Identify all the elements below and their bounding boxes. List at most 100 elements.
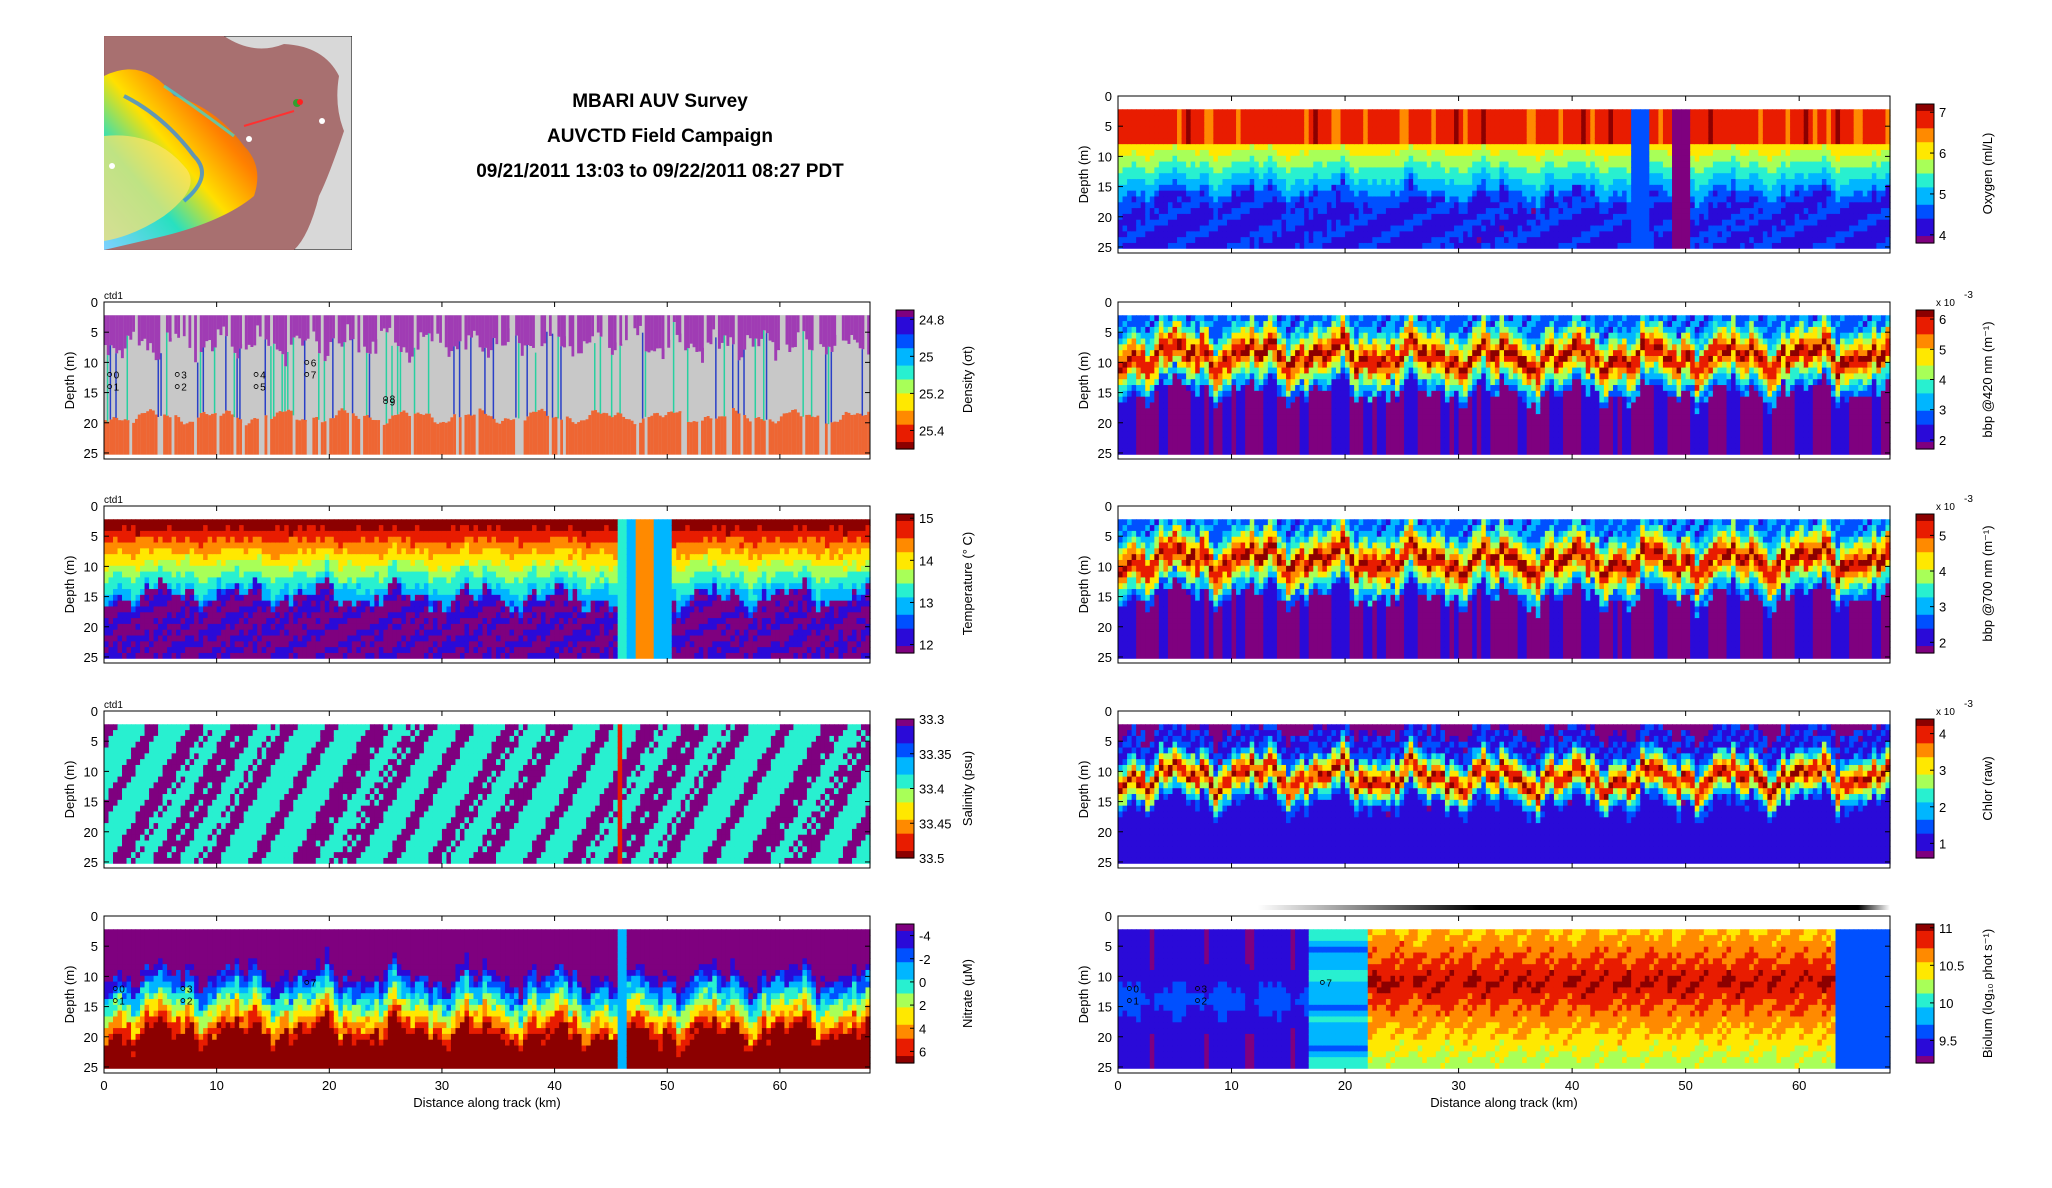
- temperature-cell: [365, 600, 371, 608]
- temperature-cell: [351, 583, 357, 590]
- temperature-cell: [775, 589, 781, 596]
- temperature-cell: [284, 583, 290, 590]
- temperature-cell: [248, 589, 254, 596]
- temperature-cell: [572, 652, 578, 660]
- temperature-cell: [595, 594, 601, 602]
- temperature-cell: [212, 571, 218, 578]
- density-cell: [672, 315, 676, 323]
- temperature-cell: [455, 565, 461, 573]
- temperature-cell: [505, 589, 511, 596]
- temperature-cell: [360, 652, 366, 660]
- temperature-cell: [189, 629, 195, 637]
- temperature-cell: [712, 647, 718, 654]
- temperature-cell: [414, 536, 421, 544]
- density-cell: [816, 315, 820, 355]
- density-cell: [684, 315, 688, 351]
- temperature-cell: [270, 571, 276, 578]
- temperature-cell: [428, 635, 434, 642]
- density-cell: [301, 419, 305, 455]
- density-cell: [802, 416, 806, 455]
- temperature-cell: [676, 647, 682, 654]
- temperature-cell: [716, 559, 722, 567]
- temperature-cell: [662, 577, 668, 584]
- temperature-cell: [288, 629, 294, 637]
- temperature-cell: [703, 571, 709, 578]
- temperature-cell: [770, 554, 776, 561]
- temperature-cell: [856, 606, 862, 613]
- temperature-cell: [505, 559, 511, 567]
- density-cell: [208, 315, 212, 341]
- density-cell: [830, 351, 833, 423]
- density-cell: [351, 315, 355, 340]
- temperature-cell: [194, 623, 200, 631]
- density-cell: [495, 315, 499, 345]
- density-cell: [509, 420, 513, 455]
- density-cell: [762, 420, 766, 455]
- temperature-cell: [815, 589, 822, 596]
- temperature-cell: [135, 594, 141, 602]
- temperature-cell: [194, 565, 200, 573]
- colorbar-cell: [896, 621, 914, 626]
- temperature-cell: [698, 589, 704, 596]
- temperature-cell: [644, 525, 650, 532]
- temperature-cell: [748, 548, 754, 555]
- temperature-cell: [176, 583, 182, 590]
- density-cell: [675, 412, 679, 455]
- temperature-cell: [351, 565, 357, 573]
- temperature-cell: [473, 536, 479, 544]
- temperature-cell: [311, 542, 317, 549]
- temperature-cell: [631, 647, 637, 654]
- temperature-cell: [248, 554, 254, 561]
- temperature-cell: [703, 577, 709, 584]
- temperature-cell: [459, 589, 466, 596]
- density-cell: [441, 315, 445, 346]
- temperature-cell: [838, 589, 844, 596]
- temperature-cell: [149, 618, 155, 625]
- temperature-cell: [392, 554, 398, 561]
- temperature-cell: [572, 589, 578, 596]
- temperature-cell: [739, 623, 745, 631]
- temperature-cell: [554, 525, 560, 532]
- temperature-cell: [559, 548, 565, 555]
- density-cell: [540, 408, 544, 455]
- temperature-cell: [194, 589, 200, 596]
- temperature-cell: [590, 647, 596, 654]
- temperature-cell: [829, 542, 835, 549]
- temperature-cell: [468, 536, 475, 544]
- temperature-cell: [315, 565, 321, 573]
- temperature-cell: [851, 583, 858, 590]
- temperature-cell: [221, 565, 227, 573]
- density-cell: [267, 417, 271, 455]
- temperature-cell: [793, 629, 799, 637]
- temperature-cell: [815, 542, 822, 549]
- temperature-cell: [806, 530, 813, 538]
- temperature-cell: [523, 536, 529, 544]
- temperature-cell: [333, 600, 339, 608]
- temperature-cell: [293, 559, 299, 567]
- density-cell: [503, 315, 507, 346]
- temperature-cell: [171, 565, 177, 573]
- temperature-cell: [311, 647, 317, 654]
- temperature-cell: [487, 606, 493, 613]
- temperature-cell: [527, 652, 533, 660]
- temperature-cell: [734, 594, 740, 602]
- temperature-cell: [527, 606, 533, 613]
- temperature-cell: [473, 594, 479, 602]
- temperature-cell: [374, 530, 380, 538]
- temperature-cell: [288, 635, 294, 642]
- temperature-cell: [829, 554, 835, 561]
- density-cell: [760, 315, 764, 339]
- density-cell: [129, 422, 133, 455]
- profile-label: 8: [390, 395, 396, 406]
- temperature-cell: [144, 548, 150, 555]
- density-cell: [551, 333, 554, 418]
- temperature-cell: [135, 542, 141, 549]
- density-cell: [413, 315, 417, 348]
- temperature-cell: [437, 542, 443, 549]
- salinity-cell: [117, 759, 123, 766]
- temperature-cell: [532, 623, 538, 631]
- temperature-cell: [770, 565, 776, 573]
- temperature-cell: [216, 594, 222, 602]
- temperature-cell: [523, 548, 529, 555]
- temperature-cell: [266, 548, 272, 555]
